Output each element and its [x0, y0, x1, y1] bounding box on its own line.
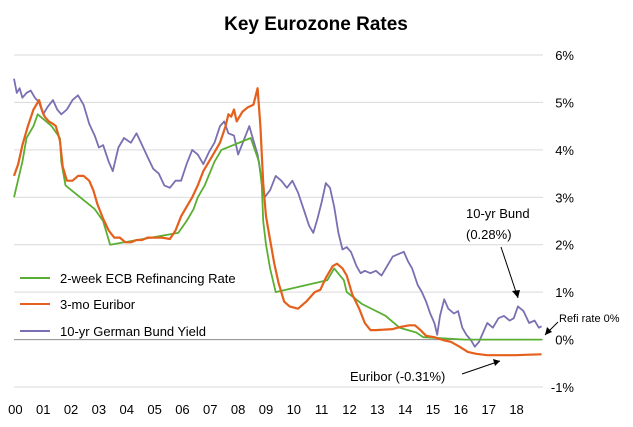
x-tick-label: 02 [64, 402, 78, 417]
x-tick-label: 07 [203, 402, 217, 417]
x-tick-label: 03 [92, 402, 106, 417]
y-tick-label: 0% [555, 333, 574, 348]
series-line-euribor [12, 87, 542, 357]
annotation-bund-label: 10-yr Bund [466, 206, 530, 221]
legend-item-refi-rate: 2-week ECB Refinancing Rate [20, 271, 236, 286]
y-tick-labels: -1% 0% 1% 2% 3% 4% 5% 6% [551, 48, 575, 395]
legend-item-euribor: 3-mo Euribor [20, 297, 136, 312]
y-tick-label: 3% [555, 190, 574, 205]
series-line-bund-yield [13, 78, 543, 348]
annotation-euribor-arrow [461, 360, 501, 375]
annotation-refi: Refi rate 0% [544, 313, 620, 336]
legend-label: 2-week ECB Refinancing Rate [60, 271, 236, 286]
x-tick-label: 01 [36, 402, 50, 417]
x-tick-label: 09 [259, 402, 273, 417]
annotation-bund-arrowhead [512, 290, 520, 298]
y-tick-label: 2% [555, 238, 574, 253]
x-tick-label: 11 [315, 402, 329, 417]
series-layer [12, 78, 543, 357]
y-tick-label: 4% [555, 143, 574, 158]
x-tick-label: 13 [370, 402, 384, 417]
x-tick-label: 15 [426, 402, 440, 417]
x-tick-label: 00 [8, 402, 22, 417]
x-tick-label: 05 [147, 402, 161, 417]
annotation-bund-arrow [500, 246, 519, 299]
legend-item-bund-yield: 10-yr German Bund Yield [20, 324, 206, 339]
x-tick-label: 16 [454, 402, 468, 417]
legend: 2-week ECB Refinancing Rate 3-mo Euribor 1… [20, 271, 236, 339]
x-tick-label: 17 [481, 402, 495, 417]
y-tick-label: -1% [551, 380, 575, 395]
x-tick-label: 06 [175, 402, 189, 417]
annotation-bund-value: (0.28%) [466, 227, 512, 242]
y-tick-label: 6% [555, 48, 574, 63]
legend-label: 3-mo Euribor [60, 297, 136, 312]
y-tick-label: 5% [555, 95, 574, 110]
annotation-refi-arrowhead [545, 327, 552, 335]
x-tick-label: 12 [342, 402, 356, 417]
x-tick-label: 14 [398, 402, 412, 417]
x-tick-labels: 00 01 02 03 04 05 06 07 08 09 10 11 12 13 14 15 16 17 18 [8, 402, 524, 417]
x-tick-label: 18 [509, 402, 523, 417]
annotation-refi-label: Refi rate 0% [559, 313, 620, 325]
annotation-euribor-arrowhead [493, 359, 500, 366]
x-tick-label: 08 [231, 402, 245, 417]
annotation-bund: 10-yr Bund (0.28%) [466, 206, 530, 299]
annotation-euribor-label: Euribor (-0.31%) [350, 369, 445, 384]
y-tick-label: 1% [555, 285, 574, 300]
legend-label: 10-yr German Bund Yield [60, 324, 206, 339]
x-tick-label: 10 [287, 402, 301, 417]
annotation-euribor: Euribor (-0.31%) [350, 359, 501, 384]
x-tick-label: 04 [120, 402, 134, 417]
annotations: 10-yr Bund (0.28%) Refi rate 0% Euribor (-0… [350, 206, 620, 384]
chart-title: Key Eurozone Rates [224, 14, 408, 35]
